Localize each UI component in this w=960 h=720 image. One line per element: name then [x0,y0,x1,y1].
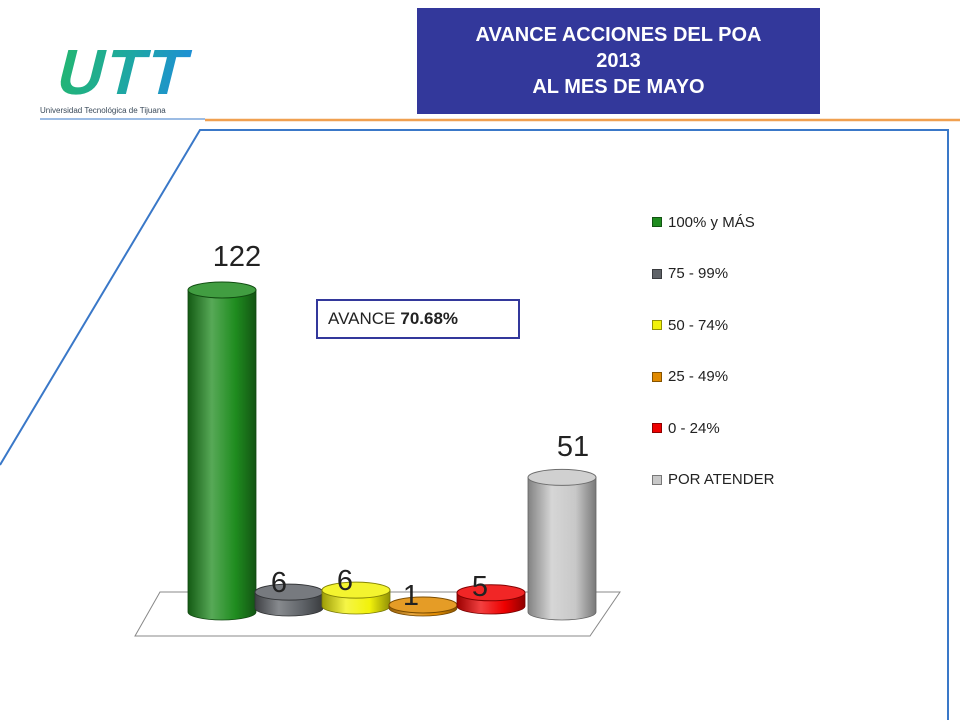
legend-item-3: 25 - 49% [652,367,728,387]
bar-top-0 [187,281,257,299]
legend-item-4: 0 - 24% [652,418,720,438]
legend-swatch-4 [652,423,662,433]
data-label-1: 6 [271,567,287,599]
bar-top-3 [388,596,458,614]
legend-label-3: 25 - 49% [668,368,729,385]
bar-top-1 [254,583,324,601]
legend-label-2: 50 - 74% [668,316,729,334]
title-line-1: AVANCE ACCIONES DEL POA [475,24,762,46]
bar-0 [187,281,257,621]
legend-label-0: 100% y MÁS [668,213,755,231]
title-box: AVANCE ACCIONES DEL POA 2013 AL MES DE M… [417,8,820,114]
data-label-0: 122 [213,241,261,273]
data-label-2: 6 [337,565,353,597]
bar-body-5 [527,476,597,621]
avance-annotation: AVANCE 70.68% [316,299,520,339]
legend-swatch-3 [652,371,662,382]
legend-swatch-1 [652,268,662,279]
legend-label-5: POR ATENDER [668,471,775,488]
bar-3 [388,596,458,617]
legend-item-1: 75 - 99% [652,264,728,284]
legend-swatch-5 [652,474,662,485]
legend-item-0: 100% y MÁS [652,212,755,232]
title-line-2: 2013 [596,50,641,72]
avance-value: 70.68% [400,309,459,328]
bar-top-5 [527,468,597,486]
bar-1 [254,583,324,617]
logo-text: UTT [50,36,198,106]
logo-caption: Universidad Tecnológica de Tijuana [40,106,166,115]
legend-label-1: 75 - 99% [668,265,729,282]
legend-swatch-0 [652,217,662,227]
bar-5 [527,468,597,621]
bar-2 [321,581,391,615]
title-line-3: AL MES DE MAYO [532,76,705,98]
avance-label: AVANCE [328,309,396,328]
legend-item-5: POR ATENDER [652,470,774,490]
bar-top-2 [321,581,391,599]
data-label-5: 51 [557,431,589,463]
bar-top-4 [456,584,526,602]
data-label-4: 5 [472,571,488,603]
legend-swatch-2 [652,320,662,330]
legend-item-2: 50 - 74% [652,315,728,335]
bar-4 [456,584,526,615]
data-label-3: 1 [403,580,419,612]
utt-logo: UTT Universidad Tecnológica de Tijuana [38,36,243,126]
logo-mark: UTT [50,36,198,106]
legend-label-4: 0 - 24% [668,419,720,437]
bar-body-0 [187,289,257,621]
